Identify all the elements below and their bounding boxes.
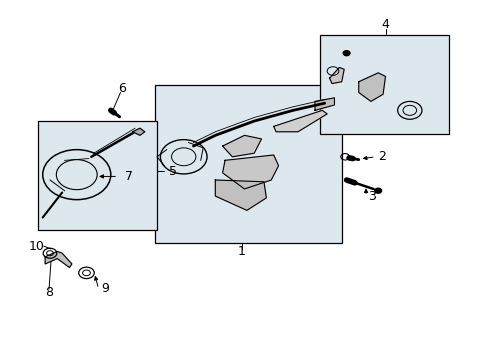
Polygon shape [222, 155, 278, 189]
Bar [154, 85, 341, 243]
Polygon shape [358, 73, 385, 102]
Polygon shape [222, 135, 261, 157]
Text: 7: 7 [125, 170, 133, 183]
Circle shape [374, 188, 381, 193]
Bar [38, 121, 157, 230]
Polygon shape [314, 98, 334, 111]
Text: 10: 10 [29, 240, 45, 253]
Polygon shape [273, 111, 326, 132]
Polygon shape [215, 180, 266, 210]
Text: 5: 5 [169, 165, 177, 177]
Text: 4: 4 [381, 18, 388, 31]
Text: 6: 6 [118, 82, 125, 95]
Circle shape [343, 51, 349, 56]
Text: 9: 9 [101, 283, 109, 296]
Polygon shape [132, 128, 144, 135]
Text: 3: 3 [368, 190, 376, 203]
Polygon shape [329, 67, 344, 84]
Bar [319, 35, 448, 134]
Polygon shape [45, 251, 72, 267]
Text: 1: 1 [238, 245, 245, 258]
Text: 2: 2 [377, 150, 386, 163]
Text: 8: 8 [45, 286, 53, 299]
